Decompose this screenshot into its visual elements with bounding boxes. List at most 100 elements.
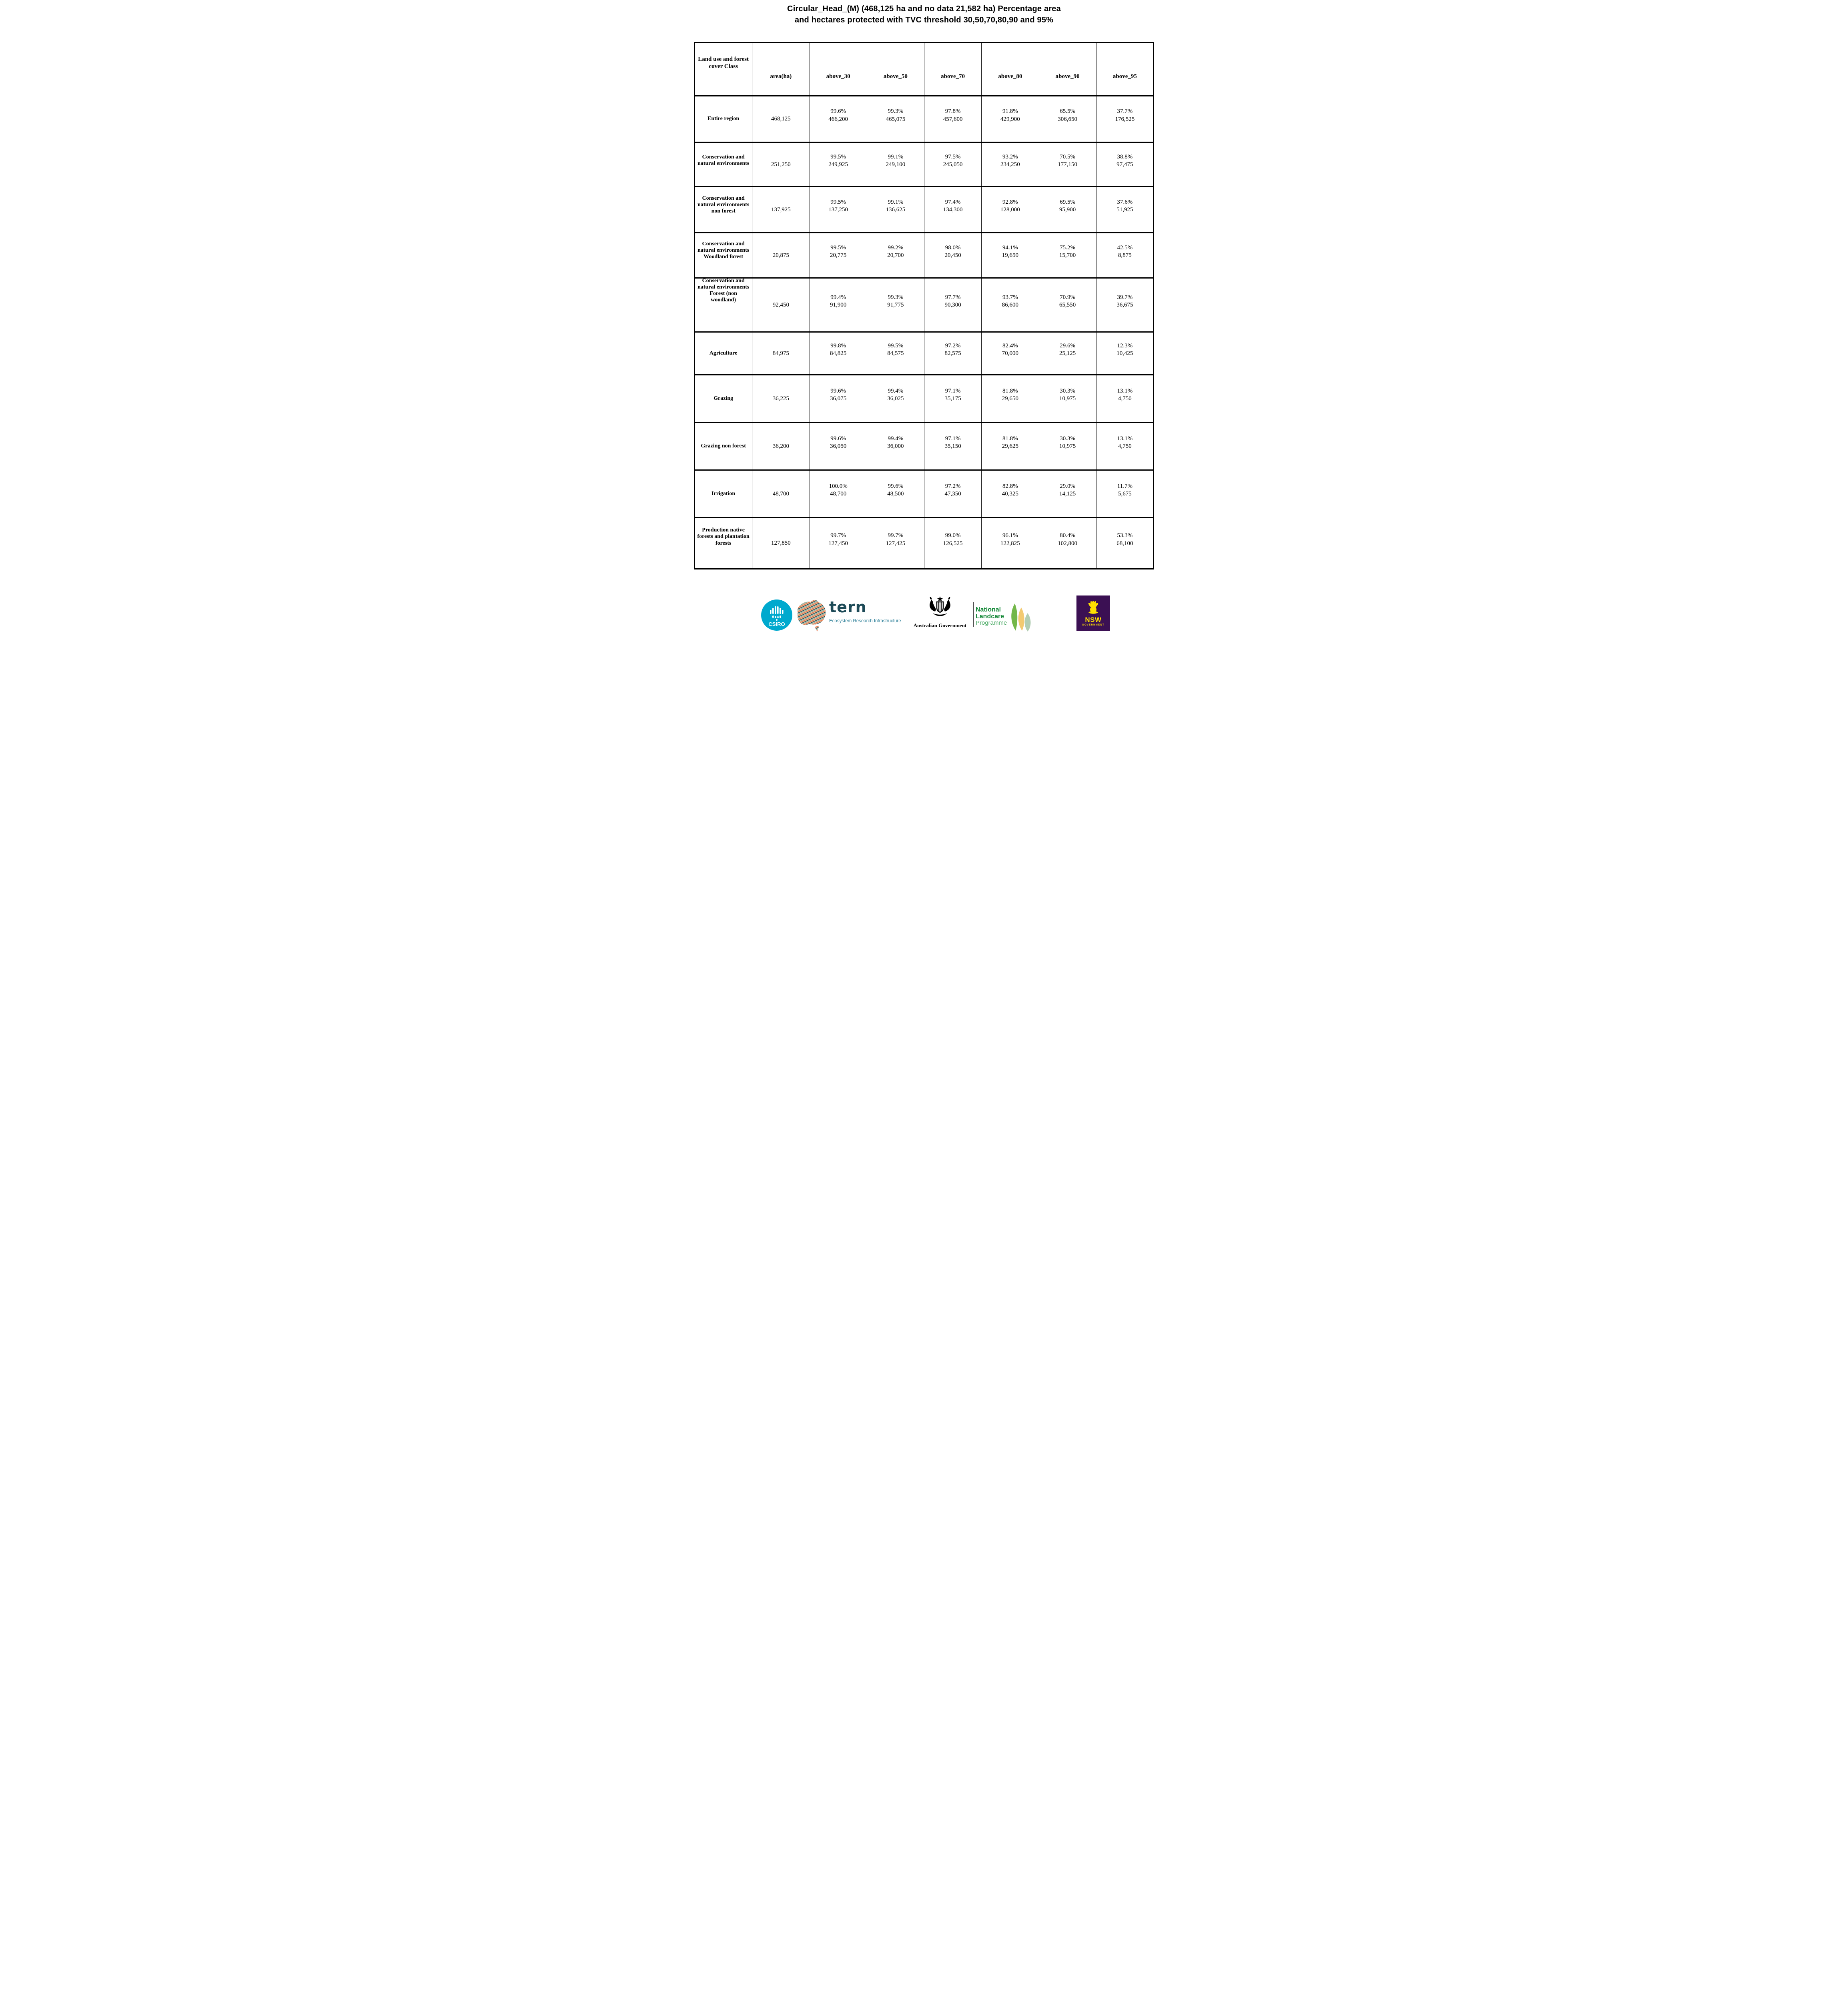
ha-value: 306,650 [1058,116,1077,122]
title-line-2: and hectares protected with TVC threshol… [794,16,1054,24]
data-cell: 97.2% 47,350 [924,471,981,517]
pct-value: 99.7% [888,532,904,539]
pct-value: 12.3% [1117,342,1133,349]
ha-value: 177,150 [1058,161,1077,168]
ha-value: 36,050 [830,443,847,449]
pct-value: 99.2% [888,244,904,251]
ha-value: 134,300 [943,207,963,213]
australia-map-icon [798,600,826,632]
data-cell: 39.7% 36,675 [1096,279,1153,331]
row-label: Conservation and natural environments Wo… [698,241,750,260]
ha-value: 29,650 [1002,395,1018,402]
ha-value: 20,775 [830,252,847,259]
area-value: 36,200 [772,443,789,449]
ha-value: 457,600 [943,116,963,122]
pct-value: 99.5% [830,244,846,251]
header-cell: above_70 [924,43,981,95]
data-cell: 99.4% 36,025 [866,375,924,422]
pct-ha-block: 98.0% 20,450 [945,244,961,260]
footer-divider [973,602,974,627]
ha-value: 40,325 [1002,491,1018,497]
title-line-1: Circular_Head_(M) (468,125 ha and no dat… [787,4,1061,13]
pct-ha-block: 99.5% 249,925 [828,153,848,169]
pct-ha-block: 99.6% 466,200 [828,108,848,123]
data-cell: 42.5% 8,875 [1096,233,1153,277]
pct-value: 37.6% [1117,198,1133,205]
ha-value: 68,100 [1116,540,1133,547]
pct-ha-block: 97.8% 457,600 [943,108,963,123]
header-cell: above_50 [866,43,924,95]
area-cell: 251,250 [752,143,809,186]
pct-value: 99.6% [888,483,904,489]
ha-value: 51,925 [1116,207,1133,213]
pct-ha-block: 37.6% 51,925 [1116,198,1133,214]
data-cell: 30.3% 10,975 [1038,423,1096,469]
landcare-line-1: National [976,606,1001,613]
pct-value: 99.6% [830,108,846,114]
pct-value: 97.2% [945,483,961,489]
pct-value: 13.1% [1117,435,1133,442]
ha-value: 29,625 [1002,443,1018,449]
nsw-label: NSW [1085,616,1102,624]
area-cell: 127,850 [752,518,809,568]
ha-value: 86,600 [1002,302,1018,308]
pct-value: 99.6% [830,435,846,442]
row-label: Agriculture [709,350,738,356]
data-cell: 70.9% 65,550 [1038,279,1096,331]
header-cell: area(ha) [752,43,809,95]
row-label: Entire region [708,116,740,122]
ha-value: 70,000 [1002,350,1018,357]
pct-ha-block: 13.1% 4,750 [1117,435,1133,451]
pct-value: 94.1% [1002,244,1018,251]
data-cell: 97.1% 35,150 [924,423,981,469]
header-label: above_95 [1112,73,1137,80]
pct-ha-block: 96.1% 122,825 [1000,532,1020,547]
pct-ha-block: 94.1% 19,650 [1002,244,1018,260]
area-value: 36,225 [772,395,789,402]
pct-ha-block: 99.2% 20,700 [887,244,904,260]
data-cell: 99.5% 20,775 [809,233,867,277]
pct-value: 92.8% [1002,198,1018,205]
header-label: Land use and forest cover Class [698,56,749,70]
pct-value: 99.4% [888,435,904,442]
data-cell: 97.2% 82,575 [924,333,981,374]
data-cell: 70.5% 177,150 [1038,143,1096,186]
pct-ha-block: 81.8% 29,650 [1002,387,1018,403]
ha-value: 10,975 [1059,443,1076,449]
ha-value: 84,575 [887,350,904,357]
area-value: 468,125 [771,116,791,122]
pct-value: 81.8% [1002,435,1018,442]
pct-value: 99.5% [830,153,846,160]
data-cell: 99.5% 84,575 [866,333,924,374]
ha-value: 465,075 [886,116,906,122]
area-cell: 20,875 [752,233,809,277]
pct-ha-block: 97.2% 47,350 [945,483,961,498]
row-label: Conservation and natural environments Fo… [698,277,750,303]
pct-value: 99.6% [830,387,846,394]
area-value: 84,975 [772,350,789,357]
pct-ha-block: 97.5% 245,050 [943,153,963,169]
header-label: above_50 [883,73,908,80]
pct-ha-block: 80.4% 102,800 [1058,532,1077,547]
pct-value: 82.4% [1002,342,1018,349]
data-cell: 29.6% 25,125 [1038,333,1096,374]
data-cell: 91.8% 429,900 [981,96,1038,142]
pct-ha-block: 99.1% 136,625 [886,198,906,214]
pct-value: 75.2% [1060,244,1075,251]
csiro-logo: CSIRO [761,599,792,631]
pct-ha-block: 38.8% 97,475 [1116,153,1133,169]
area-cell: 48,700 [752,471,809,517]
pct-value: 100.0% [829,483,848,489]
ha-value: 35,150 [944,443,961,449]
pct-ha-block: 93.2% 234,250 [1000,153,1020,169]
pct-ha-block: 11.7% 5,675 [1117,483,1132,498]
data-cell: 80.4% 102,800 [1038,518,1096,568]
table-row: Conservation and natural environments Fo… [695,277,1153,331]
header-cell: above_95 [1096,43,1153,95]
table-row: Entire region 468,125 99.6% 466,200 99.3% 465… [695,95,1153,142]
data-cell: 69.5% 95,900 [1038,187,1096,232]
row-label-cell: Conservation and natural environments no… [695,187,752,232]
ha-value: 466,200 [828,116,848,122]
pct-ha-block: 42.5% 8,875 [1117,244,1133,260]
pct-value: 91.8% [1002,108,1018,114]
